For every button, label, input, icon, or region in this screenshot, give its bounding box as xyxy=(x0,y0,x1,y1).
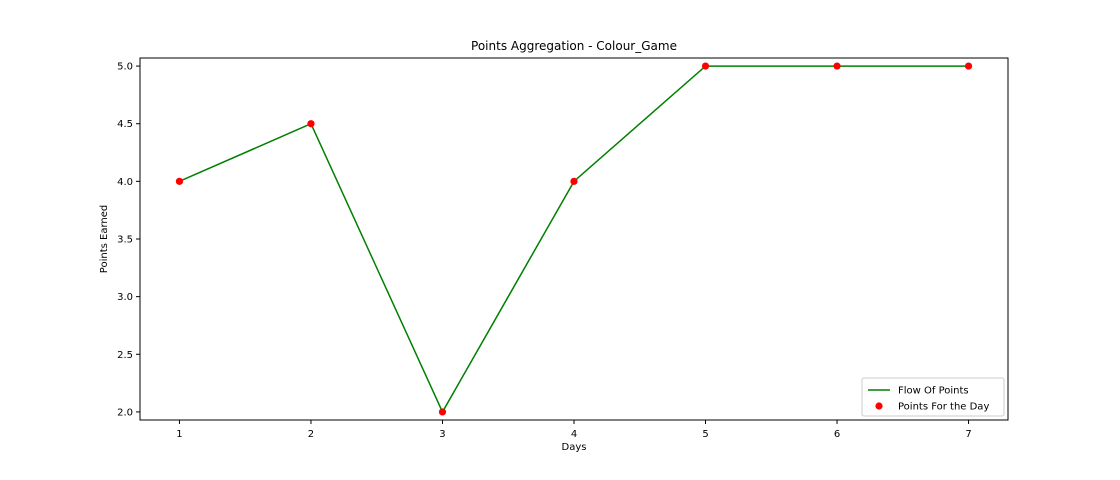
legend-label: Flow Of Points xyxy=(898,386,969,397)
y-tick-label: 3.5 xyxy=(117,235,133,246)
x-tick-label: 2 xyxy=(308,429,314,440)
data-point xyxy=(570,177,578,185)
data-point xyxy=(438,408,447,416)
data-point xyxy=(833,62,841,70)
x-axis-title: Days xyxy=(562,442,587,453)
x-tick-label: 3 xyxy=(439,429,445,440)
x-tick-label: 4 xyxy=(571,429,577,440)
axes: 1 2 3 4 5 6 7 2.0 2.5 3.0 3.5 4.0 4.5 5.0 xyxy=(117,57,1009,440)
y-tick-label: 4.0 xyxy=(117,177,133,188)
legend-box xyxy=(861,377,1005,417)
x-axis: 1 2 3 4 5 6 7 xyxy=(176,420,972,440)
y-axis-title: Points Earned xyxy=(99,205,110,273)
x-tick-label: 5 xyxy=(702,429,708,440)
y-tick-label: 2.5 xyxy=(117,350,133,361)
y-tick-label: 2.0 xyxy=(117,407,133,418)
x-tick-label: 6 xyxy=(834,429,840,440)
x-tick-label: 1 xyxy=(176,429,182,440)
legend-label: Points For the Day xyxy=(898,402,989,413)
data-point xyxy=(964,62,973,70)
y-tick-label: 4.5 xyxy=(117,119,133,130)
x-tick-label: 7 xyxy=(965,429,971,440)
legend-swatch-marker xyxy=(875,402,883,410)
data-point xyxy=(175,177,184,185)
series-line-flow-of-points xyxy=(179,65,969,414)
y-axis: 2.0 2.5 3.0 3.5 4.0 4.5 5.0 xyxy=(117,62,140,418)
y-tick-label: 3.0 xyxy=(117,292,133,303)
data-point xyxy=(701,62,710,70)
plot-frame xyxy=(139,57,1009,421)
chart-title: Points Aggregation - Colour_Game xyxy=(471,39,677,53)
y-tick-label: 5.0 xyxy=(117,62,133,73)
data-point xyxy=(307,120,315,128)
legend: Flow Of Points Points For the Day xyxy=(861,377,1005,417)
series-layer xyxy=(175,62,973,416)
